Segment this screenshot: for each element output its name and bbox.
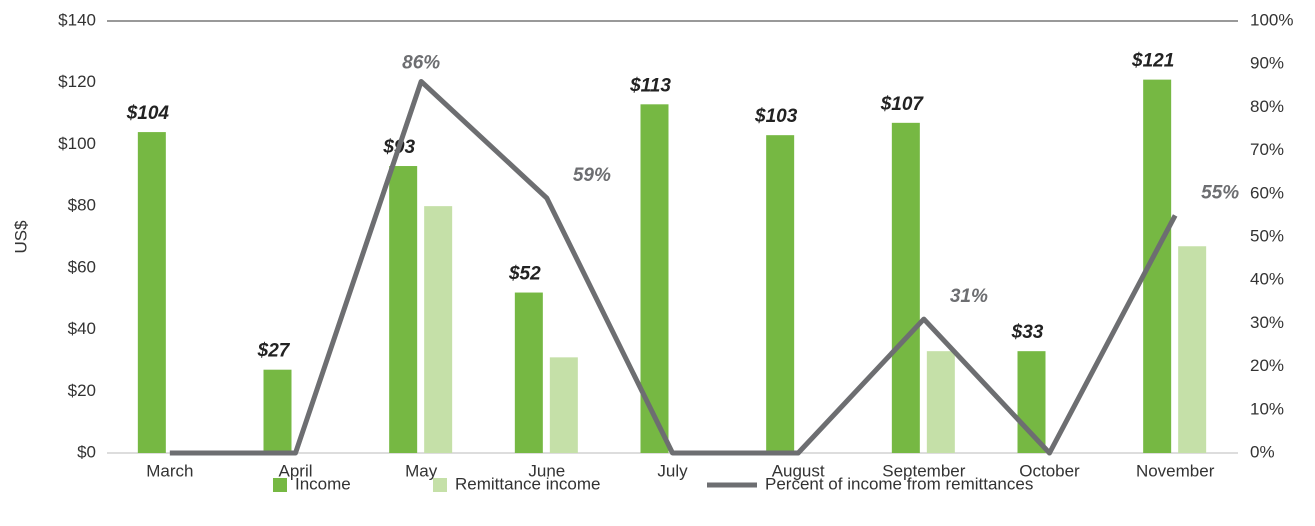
y-tick-label: $80 bbox=[68, 196, 96, 215]
data-label: $104 bbox=[126, 103, 170, 124]
y2-tick-label: 70% bbox=[1250, 140, 1284, 159]
y-tick-label: $100 bbox=[58, 134, 96, 153]
legend-label: Remittance income bbox=[455, 474, 601, 493]
legend-swatch bbox=[273, 478, 287, 492]
y2-tick-label: 0% bbox=[1250, 442, 1275, 461]
x-tick-label: April bbox=[278, 461, 312, 480]
x-tick-label: July bbox=[657, 461, 688, 480]
bar bbox=[1178, 246, 1207, 453]
bar bbox=[1017, 351, 1046, 453]
y2-tick-label: 30% bbox=[1250, 313, 1284, 332]
x-tick-label: October bbox=[1019, 461, 1080, 480]
data-label: 59% bbox=[573, 165, 611, 186]
x-tick-label: November bbox=[1136, 461, 1215, 480]
y-tick-label: $120 bbox=[58, 72, 96, 91]
y-axis-label: US$ bbox=[11, 220, 30, 254]
bar bbox=[137, 132, 166, 454]
bar bbox=[766, 135, 795, 453]
x-tick-label: March bbox=[146, 461, 193, 480]
y2-tick-label: 90% bbox=[1250, 54, 1284, 73]
x-tick-label: September bbox=[882, 461, 965, 480]
bar bbox=[424, 206, 453, 453]
y2-tick-label: 50% bbox=[1250, 226, 1284, 245]
data-label: 31% bbox=[950, 286, 988, 307]
y2-tick-label: 80% bbox=[1250, 97, 1284, 116]
data-label: $33 bbox=[1011, 322, 1044, 343]
x-tick-label: August bbox=[772, 461, 825, 480]
y2-tick-label: 10% bbox=[1250, 399, 1284, 418]
data-label: $52 bbox=[508, 264, 541, 285]
data-label: 55% bbox=[1201, 182, 1239, 203]
bar bbox=[389, 166, 418, 453]
bar bbox=[514, 292, 543, 453]
y-tick-label: $20 bbox=[68, 381, 96, 400]
data-label: $103 bbox=[754, 106, 798, 127]
data-label: 86% bbox=[402, 52, 440, 73]
data-label: $27 bbox=[257, 341, 291, 362]
x-tick-label: June bbox=[528, 461, 565, 480]
bar bbox=[263, 369, 292, 453]
legend-label: Percent of income from remittances bbox=[765, 474, 1033, 493]
data-label: $107 bbox=[880, 94, 925, 115]
y2-tick-label: 100% bbox=[1250, 10, 1293, 29]
legend-label: Income bbox=[295, 474, 351, 493]
y2-tick-label: 20% bbox=[1250, 356, 1284, 375]
y-tick-label: $60 bbox=[68, 257, 96, 276]
y-tick-label: $0 bbox=[77, 442, 96, 461]
x-tick-label: May bbox=[405, 461, 438, 480]
bar bbox=[891, 122, 920, 453]
line bbox=[169, 78, 1178, 456]
y2-tick-label: 40% bbox=[1250, 270, 1284, 289]
y2-tick-label: 60% bbox=[1250, 183, 1284, 202]
legend-swatch bbox=[433, 478, 447, 492]
bar bbox=[926, 351, 955, 453]
data-label: $121 bbox=[1131, 51, 1174, 72]
bar bbox=[549, 357, 578, 453]
data-label: $113 bbox=[629, 75, 671, 96]
y-tick-label: $140 bbox=[58, 10, 96, 29]
y-tick-label: $40 bbox=[68, 319, 96, 338]
